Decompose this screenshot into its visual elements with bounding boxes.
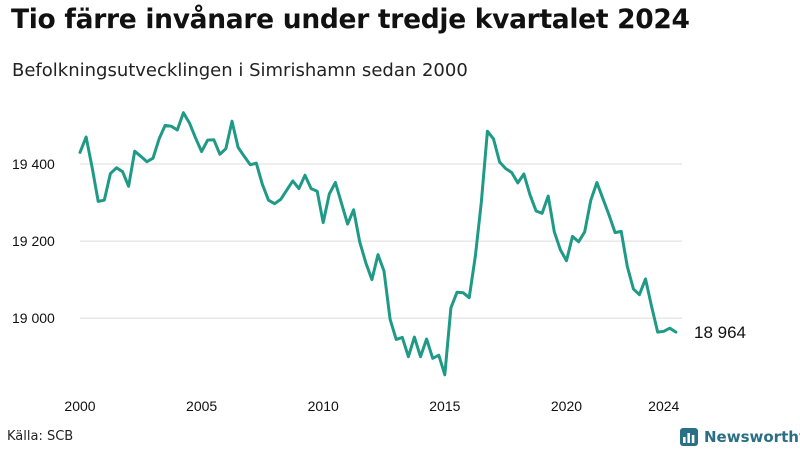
brand-name: Newsworthy xyxy=(704,428,800,446)
y-axis-tick-labels: 19 000 19 200 19 400 xyxy=(12,156,55,326)
x-tick-label: 2005 xyxy=(186,398,217,414)
bar-chart-icon xyxy=(680,428,698,446)
x-tick-label: 2024 xyxy=(648,398,679,414)
chart-subtitle: Befolkningsutvecklingen i Simrishamn sed… xyxy=(12,60,468,81)
series-group xyxy=(78,111,678,377)
series-line xyxy=(78,111,678,377)
end-value-label: 18 964 xyxy=(694,323,746,342)
brand-logo: Newsworthy xyxy=(680,427,800,447)
x-tick-label: 2015 xyxy=(429,398,460,414)
x-tick-label: 2000 xyxy=(64,398,95,414)
gridlines xyxy=(80,163,682,319)
y-tick-label: 19 200 xyxy=(12,233,55,249)
x-tick-label: 2010 xyxy=(308,398,339,414)
y-tick-label: 19 000 xyxy=(12,310,55,326)
source-note: Källa: SCB xyxy=(7,429,74,444)
x-tick-label: 2020 xyxy=(551,398,582,414)
x-axis-tick-labels: 2000 2005 2010 2015 2020 2024 xyxy=(64,398,679,414)
chart-title: Tio färre invånare under tredje kvartale… xyxy=(11,4,690,35)
y-tick-label: 19 400 xyxy=(12,156,55,172)
